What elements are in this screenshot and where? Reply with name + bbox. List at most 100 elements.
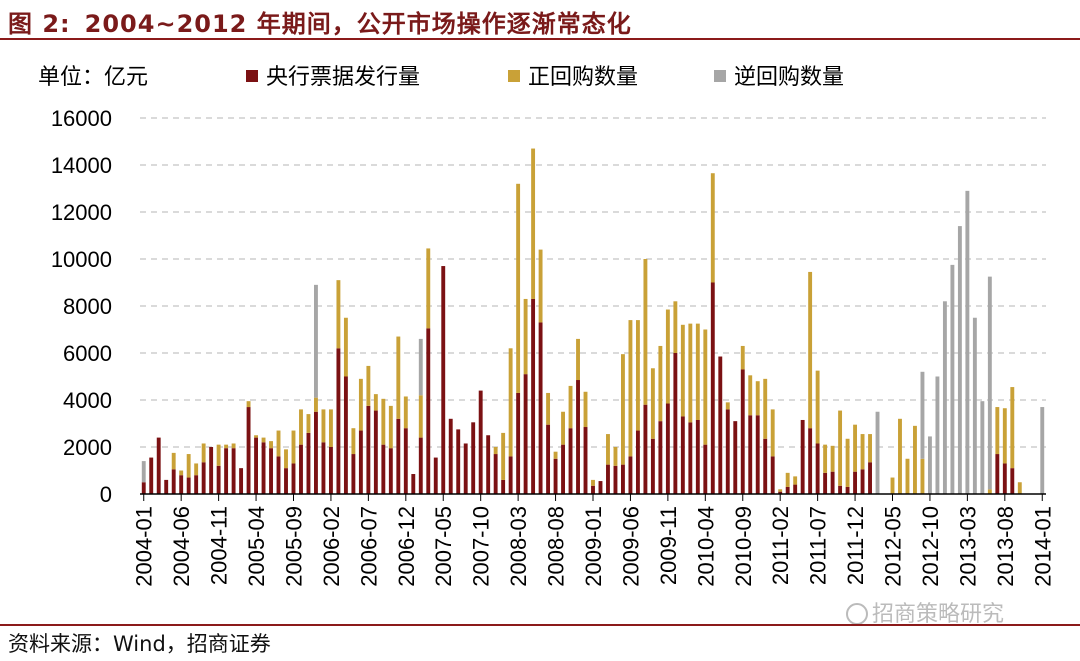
bar-pbc-bills [373,410,378,494]
bar-pbc-bills [740,369,745,494]
bar-pbc-bills [703,444,708,494]
bar-reverse-repo [950,264,955,495]
bar-repo [748,375,753,416]
bar-repo [336,280,341,349]
bar-pbc-bills [576,380,580,494]
bar-pbc-bills [224,448,229,494]
bar-pbc-bills [463,443,468,494]
bar-reverse-repo [418,338,423,396]
bar-repo [179,470,184,476]
bar-repo [216,444,221,466]
bar-pbc-bills [284,468,288,494]
bar-reverse-repo [935,376,940,494]
bar-pbc-bills [194,475,199,494]
legend-label: 央行票据发行量 [266,65,420,90]
bar-pbc-bills [209,447,214,494]
bar-pbc-bills [291,463,296,494]
bar-repo [755,381,760,416]
bar-repo [561,411,565,445]
bar-reverse-repo [928,436,932,494]
y-tick-label: 10000 [51,247,112,272]
figure-title-text: 2004~2012 年期间，公开市场操作逐渐常态化 [84,10,632,38]
x-tick-label: 2007-10 [469,506,494,587]
bar-pbc-bills [635,430,640,494]
legend-swatch [246,70,258,82]
y-tick-label: 14000 [51,153,112,178]
x-tick-label: 2014-01 [1030,506,1055,587]
bar-pbc-bills [201,462,206,494]
bar-pbc-bills [403,428,408,494]
bar-repo [695,323,700,420]
bar-reverse-repo [875,411,880,494]
bar-pbc-bills [306,432,311,494]
y-tick-label: 8000 [63,294,112,319]
bar-pbc-bills [246,407,251,494]
unit-label: 单位：亿元 [38,65,148,90]
bar-pbc-bills [755,415,760,494]
bar-pbc-bills [164,479,169,494]
bar-repo [306,414,311,433]
x-tick-label: 2008-03 [506,506,531,587]
bar-repo [860,434,865,470]
bar-repo [606,434,610,465]
bar-pbc-bills [785,486,790,494]
bar-pbc-bills [448,418,453,494]
bar-pbc-bills [613,465,618,494]
bar-reverse-repo [980,401,985,494]
bar-repo [658,345,663,422]
bar-pbc-bills [815,443,820,494]
bar-pbc-bills [216,465,221,494]
bar-pbc-bills [366,405,371,495]
bar-repo [995,407,1000,455]
bar-repo [890,477,895,494]
bar-repo [276,430,281,457]
bar-pbc-bills [516,392,521,494]
bar-pbc-bills [725,409,730,494]
bar-pbc-bills [643,404,648,494]
bar-reverse-repo [1040,407,1045,494]
bar-repo [343,317,348,377]
x-tick-label: 2004-06 [169,506,194,587]
bar-pbc-bills [823,472,828,494]
bar-pbc-bills [478,390,483,494]
x-tick-label: 2013-08 [993,506,1018,587]
bar-pbc-bills [673,353,678,494]
bar-repo [261,437,266,443]
bar-pbc-bills [770,456,775,494]
bar-repo [763,378,768,439]
bar-pbc-bills [546,424,551,494]
legend-label: 正回购数量 [528,65,638,90]
bar-repo [568,385,573,429]
bar-pbc-bills [591,485,595,494]
bar-repo [688,323,693,423]
bar-pbc-bills [336,348,341,494]
bar-repo [635,320,640,431]
bar-pbc-bills [441,266,446,494]
bar-repo [396,336,401,419]
bar-repo [171,452,176,470]
bar-repo [650,368,655,439]
bar-repo [508,348,513,457]
y-tick-label: 6000 [63,341,112,366]
bar-reverse-repo [957,226,962,494]
bar-repo [913,425,917,494]
bar-pbc-bills [568,428,573,494]
bar-pbc-bills [486,435,491,494]
y-tick-label: 2000 [63,435,112,460]
bar-pbc-bills [418,437,423,494]
x-tick-label: 2007-05 [431,506,456,587]
bar-pbc-bills [141,482,146,494]
bar-repo [366,365,371,406]
bar-repo [516,183,521,393]
legend-label: 逆回购数量 [734,65,844,90]
bar-reverse-repo [987,276,992,490]
bar-repo [665,309,670,404]
bar-repo [703,329,708,445]
bar-pbc-bills [748,415,753,494]
bar-repo [576,338,580,381]
bar-repo [299,409,303,445]
bar-pbc-bills [733,421,738,494]
bar-pbc-bills [433,457,438,494]
bar-repo [808,271,813,429]
bar-repo [673,301,678,353]
